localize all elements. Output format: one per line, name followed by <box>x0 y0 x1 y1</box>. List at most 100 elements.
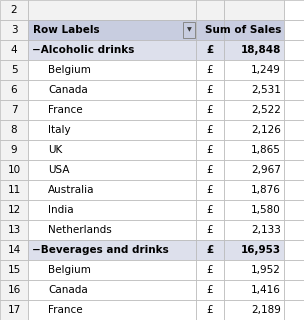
Bar <box>28 40 196 60</box>
Text: Italy: Italy <box>48 125 71 135</box>
Text: £: £ <box>206 45 214 55</box>
Text: 11: 11 <box>7 185 21 195</box>
Bar <box>224 200 284 220</box>
Text: £: £ <box>207 65 213 75</box>
Bar <box>28 0 196 20</box>
Bar <box>0 100 28 120</box>
Bar <box>284 180 304 200</box>
Bar <box>0 260 28 280</box>
Bar <box>284 220 304 240</box>
Bar <box>284 0 304 20</box>
Bar <box>224 40 284 60</box>
Bar <box>28 220 196 240</box>
Bar <box>28 200 196 220</box>
Bar <box>0 20 28 40</box>
Bar <box>196 0 224 20</box>
Bar <box>28 100 196 120</box>
Bar <box>196 20 224 40</box>
Bar <box>224 300 284 320</box>
Bar <box>183 22 195 38</box>
Text: 2,126: 2,126 <box>251 125 281 135</box>
Text: 7: 7 <box>11 105 17 115</box>
Bar <box>28 160 196 180</box>
Bar <box>0 280 28 300</box>
Text: 8: 8 <box>11 125 17 135</box>
Bar <box>224 180 284 200</box>
Bar <box>224 280 284 300</box>
Text: UK: UK <box>48 145 62 155</box>
Bar <box>284 280 304 300</box>
Text: ▼: ▼ <box>187 28 192 33</box>
Bar <box>196 60 224 80</box>
Bar <box>224 220 284 240</box>
Bar <box>0 180 28 200</box>
Bar <box>196 80 224 100</box>
Text: 16,953: 16,953 <box>241 245 281 255</box>
Text: 12: 12 <box>7 205 21 215</box>
Bar <box>28 280 196 300</box>
Bar <box>28 240 196 260</box>
Bar <box>224 160 284 180</box>
Bar <box>28 180 196 200</box>
Text: Australia: Australia <box>48 185 95 195</box>
Bar <box>28 80 196 100</box>
Text: Belgium: Belgium <box>48 265 91 275</box>
Text: 1,876: 1,876 <box>251 185 281 195</box>
Bar <box>196 300 224 320</box>
Text: 2,967: 2,967 <box>251 165 281 175</box>
Bar <box>28 140 196 160</box>
Bar <box>224 80 284 100</box>
Text: £: £ <box>207 285 213 295</box>
Bar <box>0 220 28 240</box>
Text: 3: 3 <box>11 25 17 35</box>
Bar <box>284 40 304 60</box>
Bar <box>284 20 304 40</box>
Bar <box>224 140 284 160</box>
Bar <box>196 100 224 120</box>
Text: 2,189: 2,189 <box>251 305 281 315</box>
Bar <box>196 220 224 240</box>
Bar <box>0 0 28 20</box>
Bar <box>196 240 224 260</box>
Bar <box>28 20 196 40</box>
Bar <box>0 140 28 160</box>
Bar <box>28 120 196 140</box>
Text: £: £ <box>207 85 213 95</box>
Text: Row Labels: Row Labels <box>33 25 100 35</box>
Text: £: £ <box>207 305 213 315</box>
Text: £: £ <box>207 105 213 115</box>
Bar <box>0 240 28 260</box>
Text: 14: 14 <box>7 245 21 255</box>
Bar <box>0 160 28 180</box>
Bar <box>28 60 196 80</box>
Bar <box>196 280 224 300</box>
Bar <box>196 200 224 220</box>
Bar <box>28 260 196 280</box>
Text: £: £ <box>207 205 213 215</box>
Text: 1,865: 1,865 <box>251 145 281 155</box>
Bar <box>196 40 224 60</box>
Text: £: £ <box>206 245 214 255</box>
Text: 2,133: 2,133 <box>251 225 281 235</box>
Bar <box>0 300 28 320</box>
Text: £: £ <box>207 165 213 175</box>
Text: 1,580: 1,580 <box>251 205 281 215</box>
Text: India: India <box>48 205 74 215</box>
Bar <box>224 240 284 260</box>
Bar <box>284 160 304 180</box>
Bar <box>284 120 304 140</box>
Text: Netherlands: Netherlands <box>48 225 112 235</box>
Bar <box>0 80 28 100</box>
Text: 1,952: 1,952 <box>251 265 281 275</box>
Text: 2,531: 2,531 <box>251 85 281 95</box>
Bar <box>284 140 304 160</box>
Text: Sum of Sales: Sum of Sales <box>205 25 281 35</box>
Bar <box>28 300 196 320</box>
Bar <box>284 100 304 120</box>
Text: £: £ <box>207 145 213 155</box>
Bar <box>224 60 284 80</box>
Bar <box>284 80 304 100</box>
Text: £: £ <box>207 125 213 135</box>
Bar <box>0 120 28 140</box>
Bar <box>224 260 284 280</box>
